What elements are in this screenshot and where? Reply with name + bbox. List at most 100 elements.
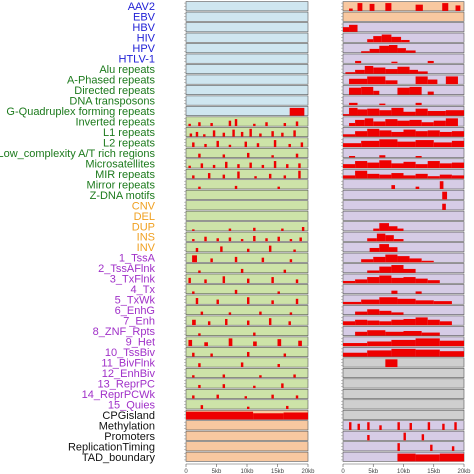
left-bar [198,186,201,189]
left-axis-tick-label: 5kb [212,469,222,474]
left-bar [253,413,284,420]
left-bar [283,412,308,420]
right-panel-25 [341,263,465,274]
left-bar [295,121,299,127]
right-panel-27 [341,284,465,295]
left-bar [192,229,195,231]
right-panel-bg [342,388,465,399]
right-bar [439,174,452,179]
track-label: 3_TxFlnk [110,274,156,286]
left-panel-24 [184,252,309,263]
right-bar [361,86,374,95]
right-bar [367,330,386,336]
track-label: MIR repeats [95,169,155,181]
right-bar [345,72,356,74]
right-bar [376,233,386,242]
right-panel-8 [341,85,465,95]
right-bar [427,110,446,116]
right-bar [415,300,434,305]
right-bar [442,423,445,430]
right-track-panels [341,1,465,462]
track-label: HPV [132,43,155,55]
right-panel-bg [342,357,465,368]
track-label: DUP [132,221,155,233]
left-x-axis: 0 5kb 10kb 15kb 20kb [184,463,315,474]
left-panel-bg [185,357,309,368]
right-bar [415,454,440,462]
right-panel-bg [342,378,465,389]
right-bar [409,119,422,127]
left-bar [198,333,201,336]
right-panel-4 [341,43,465,54]
left-bar [216,140,219,148]
right-panel-39 [341,409,465,420]
left-bar [210,353,213,357]
left-bar [198,122,201,127]
left-panel-43 [184,451,309,462]
right-bar [385,254,398,263]
right-bar [391,131,404,137]
left-bar [222,384,226,389]
right-axis-tick-label: 15kb [427,469,441,474]
left-panel-18 [184,189,309,200]
right-bar [391,348,416,357]
track-label: ReplicationTiming [68,441,155,453]
right-bar [357,3,363,11]
track-label: 12_EnhBiv [102,368,156,380]
left-bar [300,142,304,148]
right-panel-36 [341,378,465,389]
left-bar [247,152,250,158]
right-bar [397,66,410,74]
right-axis-tick-label: 5kb [368,469,378,474]
left-panel-7 [184,74,309,85]
track-label: CPGisland [102,410,155,422]
left-bar [256,143,260,148]
track-label: 4_Tx [131,284,156,296]
left-bar [228,120,232,127]
right-bar [369,247,380,252]
right-panel-9 [341,95,465,106]
right-bar [439,340,464,347]
right-bar [343,343,368,347]
right-bar [379,425,382,430]
left-bar [293,249,296,252]
right-bar [415,131,428,137]
left-bar [228,144,232,148]
right-bar [385,235,394,242]
right-bar [439,453,464,462]
right-bar [367,39,374,43]
right-bar [415,76,428,85]
right-bar [355,161,368,169]
right-bar [439,131,452,137]
right-bar [373,121,386,127]
right-bar [421,260,434,263]
right-bar [367,162,380,169]
left-bar [204,342,208,347]
track-label: TAD_boundary [82,452,156,464]
right-bar [379,223,389,231]
left-bar [212,164,216,169]
left-bar [259,133,262,137]
right-panel-7 [341,74,465,85]
right-panel-17 [341,179,465,190]
right-bar [379,310,392,315]
right-axis-tick-label: 20kb [457,469,471,474]
left-bar [277,186,280,189]
right-bar [415,186,420,189]
left-panel-21 [184,221,309,232]
track-label: Low_complexity A/T rich regions [0,148,155,160]
right-bar [367,238,377,242]
right-bar [379,110,392,116]
right-bar [415,291,422,294]
left-panel-34 [184,357,309,368]
left-bar [253,123,256,127]
right-bar [373,228,380,231]
left-panel-bg [185,221,309,232]
right-bar [385,119,398,127]
left-panel-39 [184,409,309,420]
track-label: AAV2 [128,1,155,13]
left-bar [283,353,287,357]
left-panel-15 [184,158,309,169]
left-panel-bg [185,22,309,33]
track-label: 11_BivFlnk [101,357,155,369]
